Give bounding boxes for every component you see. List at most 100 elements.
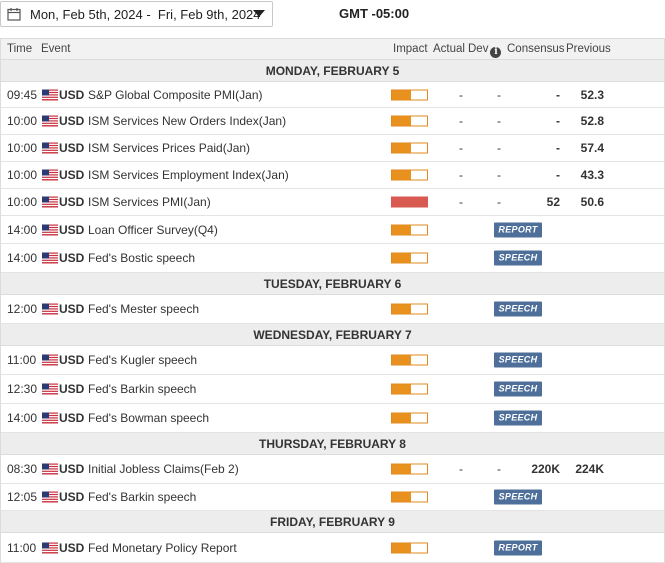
currency-code: USD xyxy=(59,222,85,237)
actual-value: - xyxy=(459,114,463,128)
us-flag-icon xyxy=(42,142,58,154)
report-badge[interactable]: REPORT xyxy=(494,540,542,555)
previous-value: 50.6 xyxy=(580,195,604,209)
event-time: 12:00 xyxy=(7,302,38,316)
table-row[interactable]: 10:00 USD ISM Services Employment Index(Ja… xyxy=(1,162,664,189)
info-icon[interactable]: i xyxy=(490,47,502,58)
us-flag-icon xyxy=(42,354,58,366)
event-time: 12:05 xyxy=(7,490,38,504)
table-row[interactable]: 10:00 USD ISM Services Prices Paid(Jan) - - -… xyxy=(1,135,664,162)
event-name[interactable]: Fed's Bowman speech xyxy=(88,411,210,425)
impact-bar xyxy=(391,354,428,366)
deviation-value: - xyxy=(497,195,501,209)
event-name[interactable]: ISM Services New Orders Index(Jan) xyxy=(88,114,287,128)
event-time: 08:30 xyxy=(7,462,38,476)
previous-value: 52.8 xyxy=(580,114,604,128)
impact-bar-fill xyxy=(392,197,427,207)
table-row[interactable]: 14:00 USD Loan Officer Survey(Q4) REPORT xyxy=(1,216,664,244)
impact-bar-fill xyxy=(392,143,412,153)
currency-code: USD xyxy=(59,462,85,476)
event-time: 11:00 xyxy=(7,540,37,555)
column-header-dev: Dev i xyxy=(468,43,502,58)
day-header: MONDAY, FEBRUARY 5 xyxy=(1,60,664,82)
event-name[interactable]: S&P Global Composite PMI(Jan) xyxy=(88,87,263,102)
us-flag-icon xyxy=(42,89,58,100)
event-name[interactable]: Fed Monetary Policy Report xyxy=(88,540,237,555)
impact-bar-fill xyxy=(392,304,412,314)
speech-badge[interactable]: SPEECH xyxy=(494,489,542,505)
column-header-consensus: Consensus xyxy=(507,43,565,55)
us-flag-icon xyxy=(42,542,58,553)
deviation-value: - xyxy=(497,87,501,102)
table-body: MONDAY, FEBRUARY 5 09:45 USD S&P Global Com… xyxy=(1,60,664,563)
table-row[interactable]: 09:45 USD S&P Global Composite PMI(Jan) - - -… xyxy=(1,82,664,108)
day-header: FRIDAY, FEBRUARY 9 xyxy=(1,511,664,533)
us-flag-icon xyxy=(42,196,58,208)
impact-bar-fill xyxy=(392,170,412,180)
table-header: Time Event Impact Actual Dev i Consensus … xyxy=(1,38,664,60)
speech-badge[interactable]: SPEECH xyxy=(494,250,542,266)
event-name[interactable]: Fed's Kugler speech xyxy=(88,353,198,367)
event-name[interactable]: Fed's Barkin speech xyxy=(88,490,197,504)
us-flag-icon xyxy=(42,412,58,424)
us-flag-icon xyxy=(42,169,58,181)
impact-bar-fill xyxy=(392,464,412,474)
impact-bar xyxy=(391,89,428,100)
impact-bar xyxy=(391,169,428,181)
event-name[interactable]: ISM Services Employment Index(Jan) xyxy=(88,168,289,182)
table-row[interactable]: 11:00 USD Fed's Kugler speech SPEECH xyxy=(1,346,664,375)
actual-value: - xyxy=(459,462,463,476)
table-row[interactable]: 12:00 USD Fed's Mester speech SPEECH xyxy=(1,295,664,324)
currency-code: USD xyxy=(59,141,85,155)
table-row[interactable]: 11:00 USD Fed Monetary Policy Report REPORT xyxy=(1,533,664,563)
column-header-previous: Previous xyxy=(566,43,611,55)
speech-badge[interactable]: SPEECH xyxy=(494,301,542,317)
table-row[interactable]: 12:05 USD Fed's Barkin speech SPEECH xyxy=(1,484,664,511)
impact-bar xyxy=(391,383,428,395)
event-name[interactable]: Fed's Mester speech xyxy=(88,302,200,316)
impact-bar-fill xyxy=(392,116,412,126)
consensus-value: - xyxy=(556,141,560,155)
impact-bar xyxy=(391,142,428,154)
event-name[interactable]: ISM Services PMI(Jan) xyxy=(88,195,211,209)
event-time: 09:45 xyxy=(7,87,38,102)
impact-bar xyxy=(391,115,428,127)
currency-code: USD xyxy=(59,195,85,209)
table-row[interactable]: 14:00 USD Fed's Bostic speech SPEECH xyxy=(1,244,664,273)
table-row[interactable]: 10:00 USD ISM Services New Orders Index(Ja… xyxy=(1,108,664,135)
event-time: 11:00 xyxy=(7,353,37,367)
table-row[interactable]: 14:00 USD Fed's Bowman speech SPEECH xyxy=(1,404,664,433)
currency-code: USD xyxy=(59,251,85,265)
speech-badge[interactable]: SPEECH xyxy=(494,381,542,397)
us-flag-icon xyxy=(42,224,58,235)
event-name[interactable]: Loan Officer Survey(Q4) xyxy=(88,222,218,237)
us-flag-icon xyxy=(42,252,58,264)
consensus-value: 52 xyxy=(546,195,560,209)
currency-code: USD xyxy=(59,114,85,128)
event-name[interactable]: Fed's Barkin speech xyxy=(88,382,197,396)
impact-bar xyxy=(391,412,428,424)
impact-bar-fill xyxy=(392,543,412,552)
event-name[interactable]: ISM Services Prices Paid(Jan) xyxy=(88,141,251,155)
column-header-impact: Impact xyxy=(393,43,428,55)
event-name[interactable]: Fed's Bostic speech xyxy=(88,251,196,265)
currency-code: USD xyxy=(59,382,85,396)
day-header: THURSDAY, FEBRUARY 8 xyxy=(1,433,664,455)
impact-bar xyxy=(391,303,428,315)
currency-code: USD xyxy=(59,540,85,555)
event-time: 14:00 xyxy=(7,411,38,425)
date-range-picker[interactable]: Mon, Feb 5th, 2024 - Fri, Feb 9th, 2024 xyxy=(0,1,273,27)
table-row[interactable]: 12:30 USD Fed's Barkin speech SPEECH xyxy=(1,375,664,404)
speech-badge[interactable]: SPEECH xyxy=(494,410,542,426)
currency-code: USD xyxy=(59,411,85,425)
speech-badge[interactable]: SPEECH xyxy=(494,352,542,368)
event-time: 10:00 xyxy=(7,168,38,182)
chevron-down-icon[interactable] xyxy=(253,10,265,17)
impact-bar xyxy=(391,196,428,208)
event-time: 10:00 xyxy=(7,114,38,128)
table-row[interactable]: 08:30 USD Initial Jobless Claims(Feb 2) - - 2… xyxy=(1,455,664,484)
report-badge[interactable]: REPORT xyxy=(494,222,542,237)
table-row[interactable]: 10:00 USD ISM Services PMI(Jan) - - 52 50.6 xyxy=(1,189,664,216)
consensus-value: 220K xyxy=(531,462,560,476)
event-name[interactable]: Initial Jobless Claims(Feb 2) xyxy=(88,462,239,476)
